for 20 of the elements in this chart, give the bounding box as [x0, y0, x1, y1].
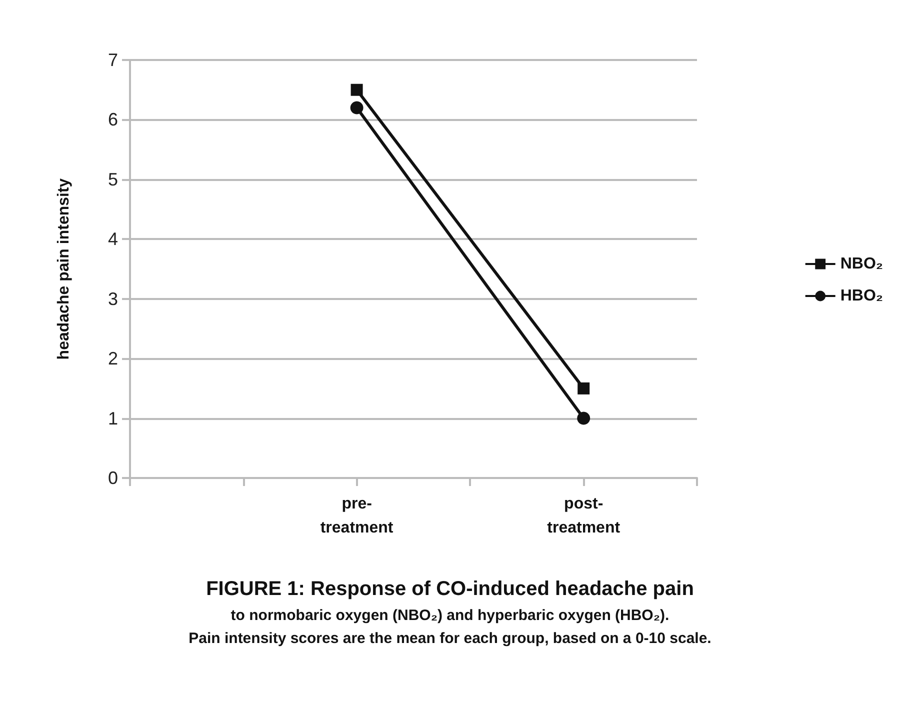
text: to normobaric oxygen (NBO₂) and hyperbaric oxygen (HBO₂). [230, 607, 670, 624]
y-tick-label: 1 [108, 408, 118, 428]
legend-label: NBO₂ [840, 256, 884, 272]
y-tick-label: 2 [108, 348, 118, 369]
point [350, 84, 363, 96]
x-tick-label: post- treatment [547, 496, 621, 536]
y-axis-title: headache pain intensity [56, 178, 72, 360]
point [578, 382, 590, 394]
y-tick-label: 7 [108, 50, 118, 70]
y-tick-label: 6 [108, 110, 118, 130]
x-tick-label: pre- treatment [320, 496, 394, 536]
text: FIGURE 1: Response of CO-induced headache pain [205, 578, 695, 601]
y-tick-label: 4 [108, 229, 118, 250]
y-tick-label: 3 [108, 288, 118, 309]
point [577, 412, 590, 425]
y-tick-label: 5 [108, 169, 118, 190]
point [350, 101, 364, 114]
y-tick-label: 0 [108, 468, 118, 488]
legend-label: HBO₂ [840, 288, 884, 304]
text: Pain intensity scores are the mean for each group, based on a 0-10 scale. [188, 630, 712, 647]
